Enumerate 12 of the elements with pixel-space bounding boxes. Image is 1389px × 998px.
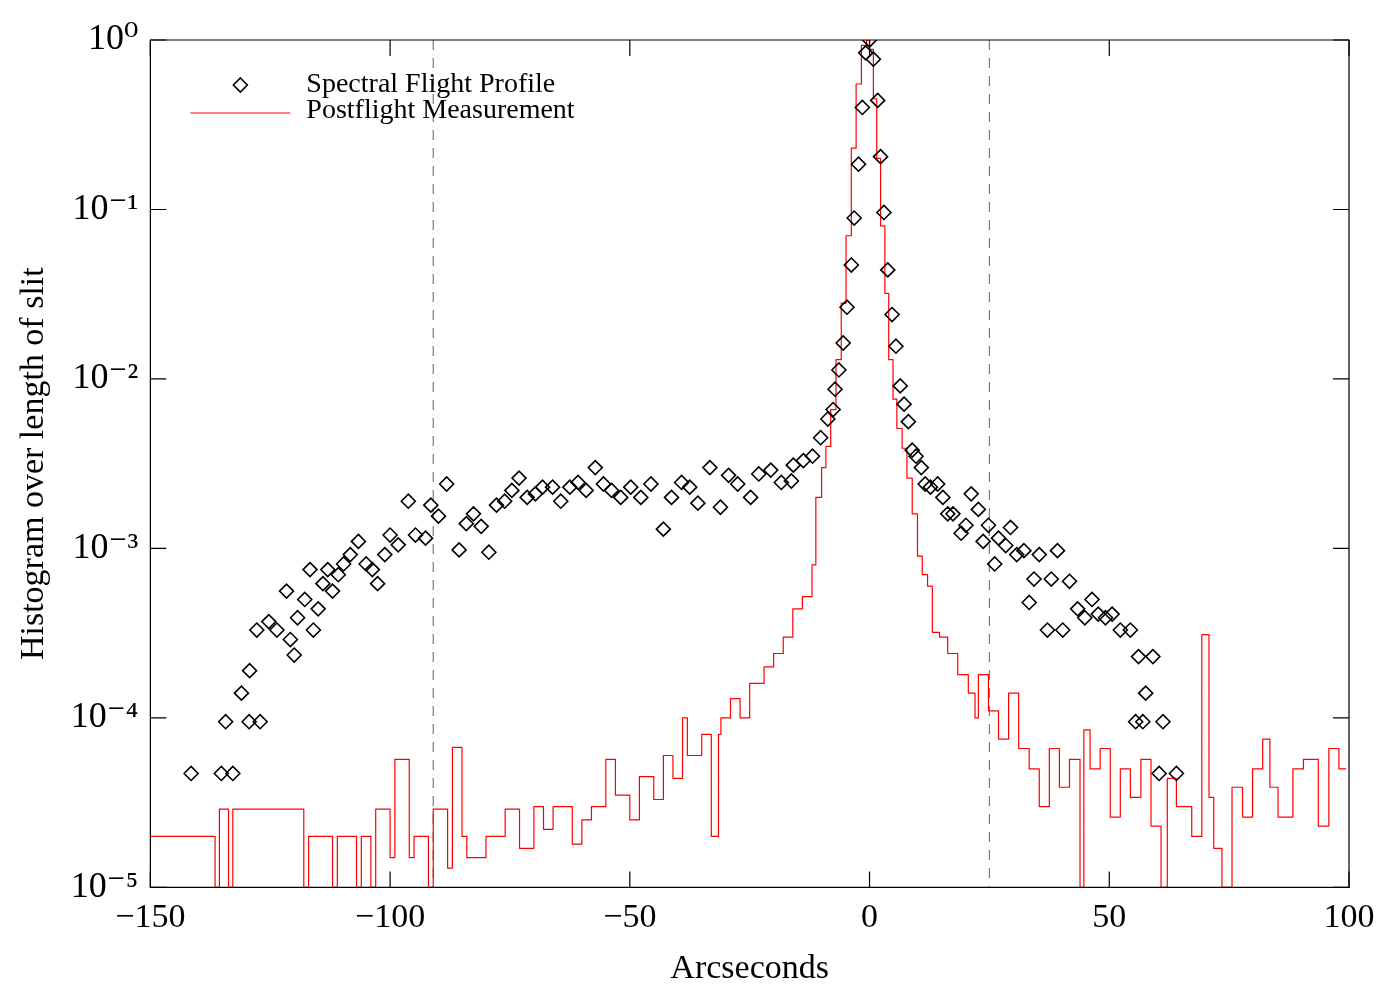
x-tick-label: 100 bbox=[1323, 896, 1375, 934]
y-tick-label: 10⁻² bbox=[72, 356, 139, 397]
x-tick-label: −100 bbox=[354, 896, 426, 934]
y-axis-title: Histogram over length of slit bbox=[13, 266, 51, 661]
x-tick-label: 0 bbox=[861, 896, 879, 934]
y-tick-label: 10⁰ bbox=[87, 17, 139, 58]
x-axis-title: Arcseconds bbox=[670, 947, 829, 985]
y-tick-label: 10⁻¹ bbox=[72, 186, 139, 227]
x-tick-label: −50 bbox=[603, 896, 657, 934]
y-tick-label: 10⁻³ bbox=[72, 525, 139, 566]
y-tick-label: 10⁻⁴ bbox=[70, 695, 139, 736]
x-tick-label: 50 bbox=[1092, 896, 1127, 934]
